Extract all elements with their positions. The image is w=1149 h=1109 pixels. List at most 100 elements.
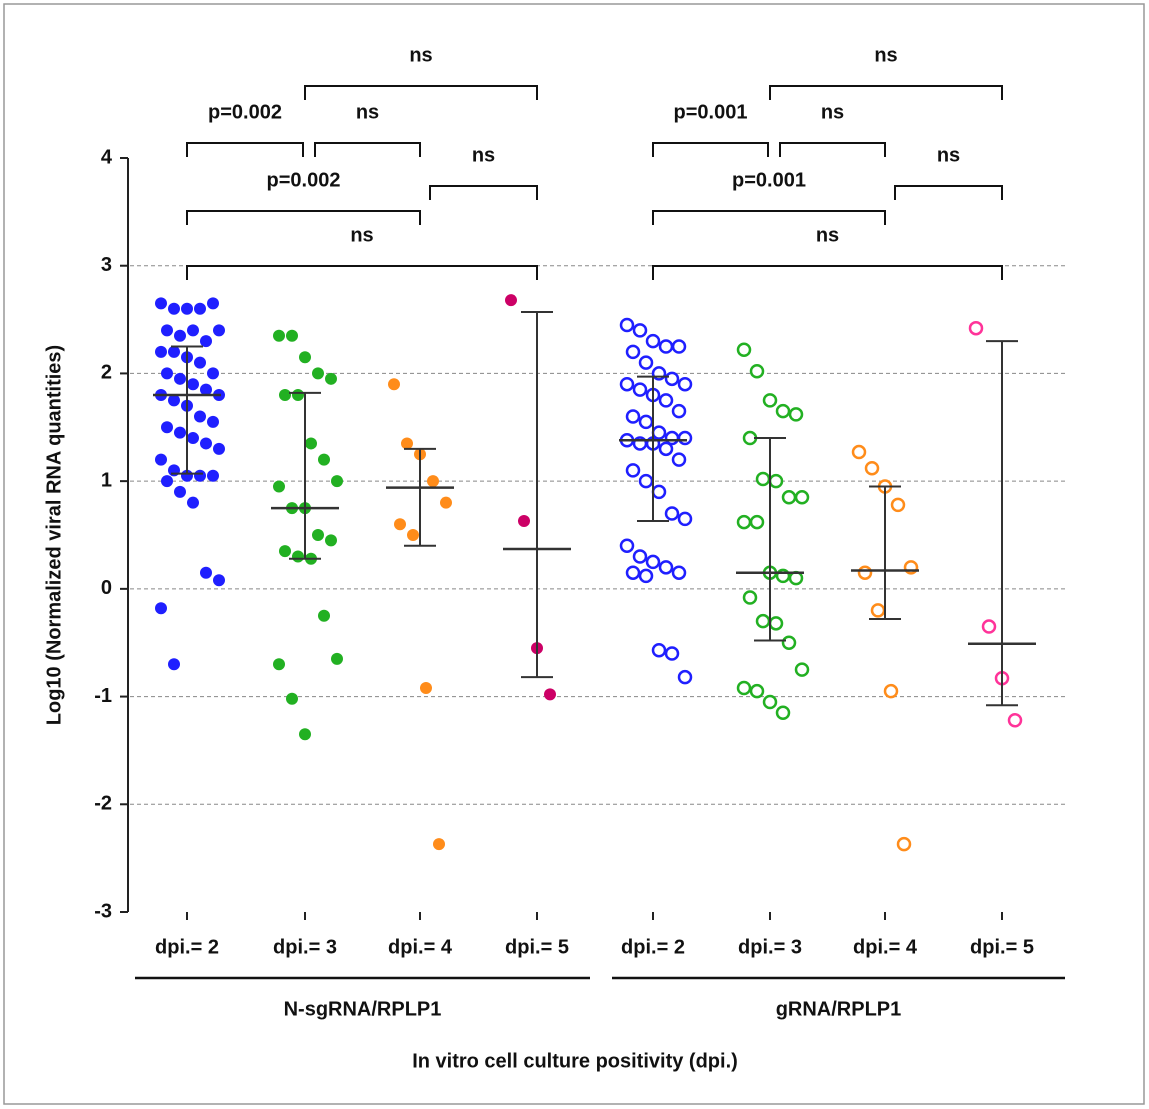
significance-label: ns xyxy=(816,224,839,246)
data-point xyxy=(664,371,680,387)
data-point xyxy=(401,437,413,450)
data-point xyxy=(187,496,199,509)
data-point xyxy=(677,511,693,527)
data-point xyxy=(161,421,173,434)
data-point xyxy=(981,619,997,634)
data-point xyxy=(388,378,400,391)
data-point xyxy=(187,324,199,337)
significance-bracket xyxy=(779,142,886,157)
data-point xyxy=(864,460,880,476)
significance-bracket xyxy=(186,142,304,157)
data-point xyxy=(1007,713,1023,728)
significance-bracket xyxy=(186,210,421,225)
x-axis-label: In vitro cell culture positivity (dpi.) xyxy=(412,1050,738,1072)
data-point xyxy=(207,415,219,428)
y-tick-label: 1 xyxy=(101,469,112,491)
x-tick-label: dpi.= 5 xyxy=(970,936,1034,958)
data-point xyxy=(638,355,654,370)
data-point xyxy=(331,475,343,488)
data-point xyxy=(433,838,445,851)
data-point xyxy=(742,590,758,605)
data-point xyxy=(279,545,291,558)
data-point xyxy=(200,335,212,348)
data-point xyxy=(632,549,648,564)
data-point xyxy=(619,538,635,554)
data-point xyxy=(505,294,517,307)
data-point xyxy=(736,342,752,357)
data-point xyxy=(755,613,771,629)
data-point xyxy=(312,367,324,380)
data-point xyxy=(781,635,797,650)
data-point xyxy=(638,414,654,430)
data-point xyxy=(194,469,206,482)
data-point xyxy=(762,393,778,408)
data-point xyxy=(207,367,219,380)
data-point xyxy=(749,683,765,699)
data-point xyxy=(632,382,648,397)
data-point xyxy=(200,437,212,450)
data-point xyxy=(658,441,674,457)
data-point xyxy=(749,514,765,530)
data-point xyxy=(194,302,206,315)
data-point xyxy=(394,518,406,531)
data-point xyxy=(292,550,304,563)
data-point xyxy=(174,426,186,439)
data-point xyxy=(544,688,556,701)
significance-label: ns xyxy=(409,44,432,66)
y-tick-label: -3 xyxy=(94,900,112,922)
data-point xyxy=(768,616,784,631)
x-tick-label: dpi.= 4 xyxy=(388,936,453,958)
y-tick-label: -2 xyxy=(94,793,112,815)
y-tick-label: 0 xyxy=(101,577,112,599)
data-point xyxy=(273,658,285,671)
significance-label: ns xyxy=(874,44,897,66)
data-point xyxy=(325,534,337,547)
data-point xyxy=(174,372,186,385)
data-point xyxy=(638,473,654,489)
data-point xyxy=(440,496,452,509)
significance-label: ns xyxy=(472,144,495,166)
data-point xyxy=(658,339,674,354)
significance-bracket xyxy=(652,142,769,157)
x-tick-label: dpi.= 3 xyxy=(738,936,802,958)
data-point xyxy=(213,574,225,587)
data-point xyxy=(781,490,797,505)
data-point xyxy=(619,317,635,333)
data-point xyxy=(645,333,661,349)
data-point xyxy=(312,529,324,541)
significance-bracket xyxy=(314,142,421,157)
data-point xyxy=(286,329,298,342)
data-point xyxy=(273,329,285,342)
data-point xyxy=(187,378,199,391)
y-tick-label: 4 xyxy=(101,146,113,168)
significance-label: p=0.001 xyxy=(674,101,748,123)
data-point xyxy=(200,566,212,579)
significance-bracket xyxy=(652,210,886,225)
data-point xyxy=(890,497,906,513)
data-point xyxy=(420,681,432,694)
data-point xyxy=(155,345,167,358)
data-point xyxy=(168,302,180,315)
data-point xyxy=(187,432,199,445)
y-axis-label: Log10 (Normalized viral RNA quantities) xyxy=(43,345,65,725)
data-point xyxy=(194,356,206,369)
x-tick-label: dpi.= 2 xyxy=(155,936,219,958)
data-point xyxy=(857,565,873,580)
data-point xyxy=(174,329,186,342)
data-point xyxy=(292,388,304,401)
significance-label: ns xyxy=(350,224,373,246)
data-point xyxy=(755,471,771,487)
x-tick-label: dpi.= 2 xyxy=(621,936,685,958)
data-point xyxy=(286,692,298,705)
significance-label: p=0.001 xyxy=(732,169,806,191)
data-point xyxy=(174,485,186,498)
data-point xyxy=(658,393,674,408)
data-point xyxy=(619,376,635,392)
data-point xyxy=(299,728,311,741)
data-point xyxy=(168,345,180,358)
data-point xyxy=(762,694,778,710)
y-tick-label: 3 xyxy=(101,254,112,276)
data-point xyxy=(664,506,680,521)
data-point xyxy=(207,469,219,482)
